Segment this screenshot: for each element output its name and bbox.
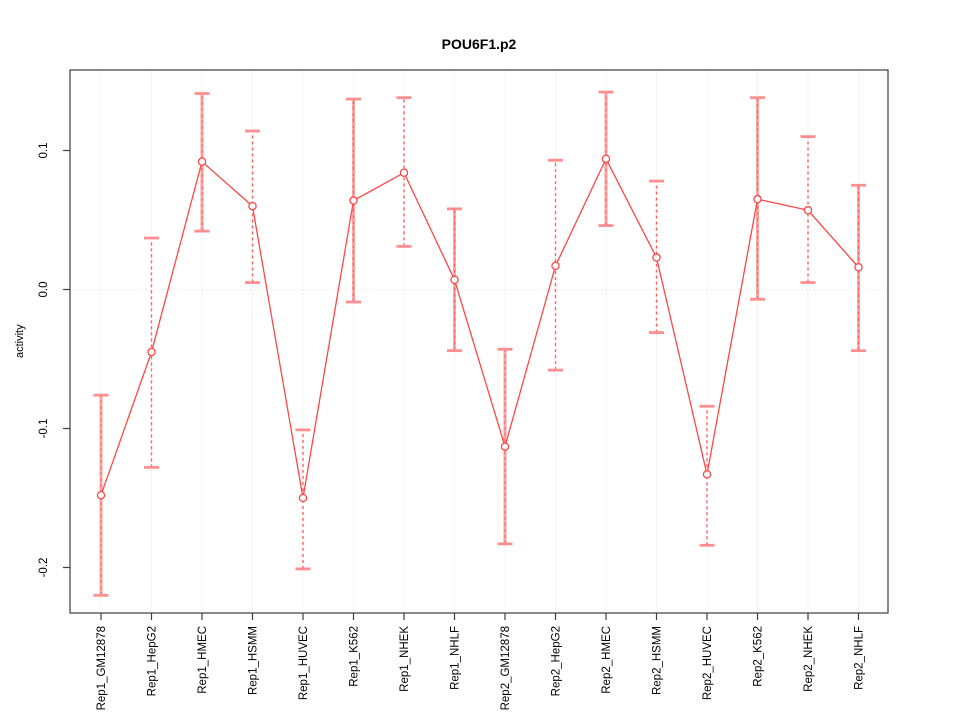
x-tick-label: Rep2_HMEC (601, 626, 613, 694)
data-point-marker (702, 470, 712, 479)
y-tick-label: -0.2 (38, 558, 50, 578)
series-line (100, 157, 859, 499)
data-point-marker (601, 154, 611, 164)
data-point-marker (551, 261, 560, 271)
x-tick-label: Rep1_HUVEC (298, 626, 310, 700)
data-point-marker (147, 347, 156, 357)
x-tick-label: Rep1_NHEK (399, 626, 411, 692)
x-tick-label: Rep2_GM12878 (500, 626, 512, 710)
y-tick-label: 0.1 (38, 143, 50, 159)
data-point-marker (450, 275, 459, 285)
x-tick-label: Rep2_HUVEC (702, 626, 714, 700)
data-point-marker (753, 194, 762, 204)
chart-title: POU6F1.p2 (441, 36, 517, 52)
data-point-marker (96, 490, 106, 500)
x-tick-label: Rep2_HepG2 (551, 626, 563, 696)
x-tick-label: Rep1_HepG2 (147, 626, 159, 696)
data-point-marker (803, 206, 813, 215)
data-point-marker (500, 442, 510, 451)
data-point-marker (854, 263, 863, 272)
x-tick-label: Rep2_HSMM (652, 626, 664, 695)
data-point-marker (248, 201, 257, 211)
x-tick-label: Rep2_NHLF (854, 626, 866, 690)
data-point-marker (399, 168, 409, 177)
x-tick-label: Rep1_K562 (349, 626, 361, 687)
x-tick-label: Rep2_NHEK (803, 626, 815, 692)
x-tick-label: Rep1_HSMM (248, 626, 260, 695)
y-tick-label: -0.1 (38, 419, 50, 439)
data-point-marker (349, 196, 358, 205)
data-point-marker (652, 253, 661, 262)
data-point-marker (298, 493, 308, 503)
x-tick-label: Rep1_NHLF (450, 626, 462, 690)
x-tick-label: Rep1_HMEC (197, 626, 209, 694)
x-tick-label: Rep1_GM12878 (96, 626, 108, 710)
y-tick-label: 0.0 (38, 282, 50, 298)
x-tick-label: Rep2_K562 (753, 626, 765, 687)
plot-border (69, 69, 889, 614)
data-point-marker (197, 157, 207, 166)
